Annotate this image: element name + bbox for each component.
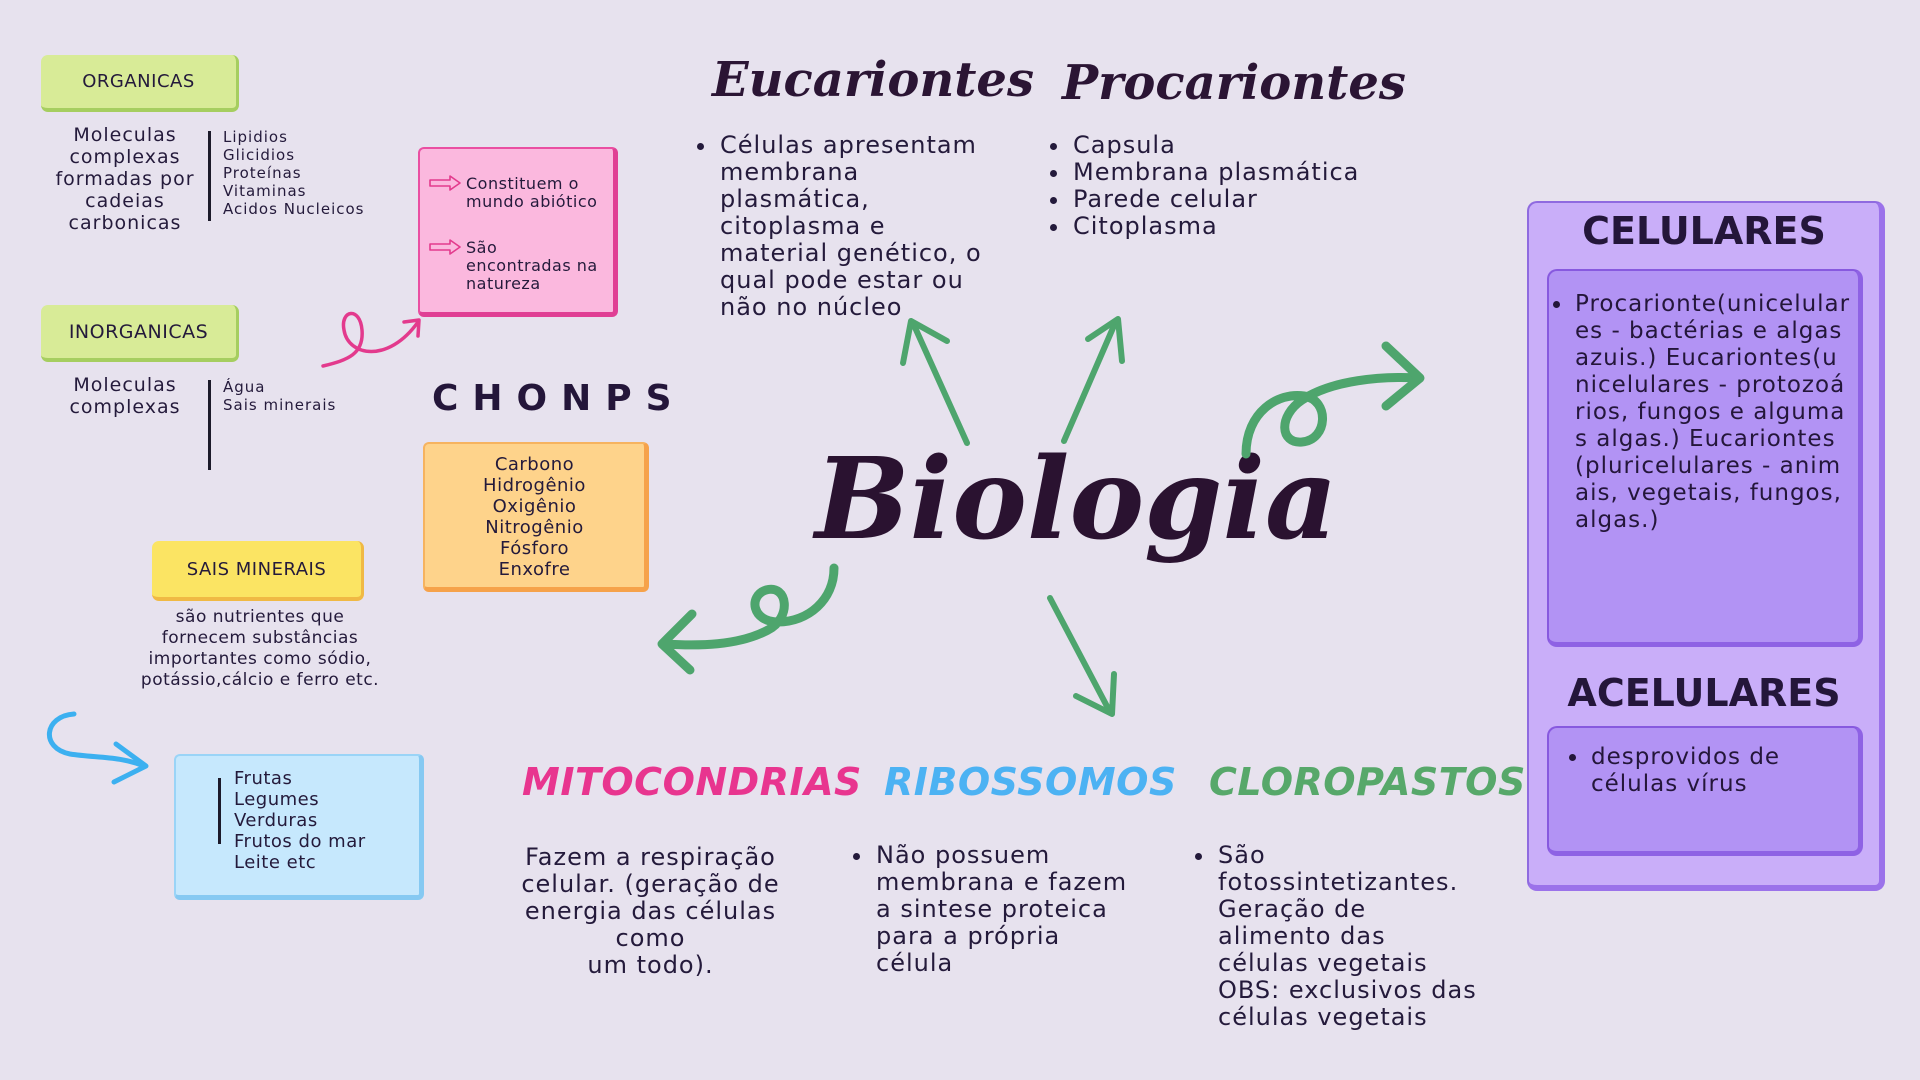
procariontes-bullet: Parede celular: [1071, 186, 1389, 213]
organicas-divider: [208, 131, 211, 221]
organicas-description: Moleculas complexas formadas por cadeias…: [44, 124, 206, 234]
acelulares-bullet: desprovidos de células vírus: [1589, 744, 1847, 798]
arrow-up-left-icon: [900, 318, 970, 446]
ribossomos-title: RIBOSSOMOS: [884, 760, 1177, 804]
acelulares-text: desprovidos de células vírus: [1567, 744, 1847, 798]
organicas-desc-line: cadeias: [85, 190, 165, 212]
pink-note-line: Constituem o: [466, 174, 579, 193]
inorganicas-item: Sais minerais: [223, 396, 337, 414]
eucariontes-title: Eucariontes: [712, 52, 1034, 108]
sais-minerais-label-text: SAIS MINERAIS: [186, 558, 327, 580]
chonps-item: Carbono: [494, 454, 575, 475]
procariontes-text: Capsula Membrana plasmática Parede celul…: [1049, 132, 1389, 240]
cloroplastos-title: CLOROPASTOS: [1209, 760, 1526, 804]
chonps-item: Enxofre: [498, 559, 571, 580]
mitocondrias-line: um todo).: [587, 951, 714, 979]
foods-item: Legumes: [234, 789, 320, 810]
sais-minerais-description: são nutrientes que fornecem substâncias …: [110, 607, 410, 691]
mitocondrias-line: energia das células como: [524, 897, 777, 952]
foods-item: Frutos do mar: [234, 831, 366, 852]
foods-box: Frutas Legumes Verduras Frutos do mar Le…: [174, 754, 424, 900]
procariontes-bullet: Capsula: [1071, 132, 1389, 159]
chonps-item: Nitrogênio: [485, 517, 584, 538]
mitocondrias-line: Fazem a respiração: [525, 843, 776, 871]
organicas-item: Vitaminas: [223, 182, 307, 200]
chonps-item: Fósforo: [500, 538, 569, 559]
pink-note-box: Constituem o mundo abiótico São encontra…: [418, 147, 618, 317]
eucariontes-text: Células apresentam membrana plasmática, …: [696, 132, 996, 321]
chonps-title: CHONPS: [432, 378, 686, 419]
mitocondrias-title: MITOCONDRIAS: [522, 760, 862, 804]
sais-minerais-desc-line: fornecem substâncias: [161, 628, 359, 648]
organicas-item: Glicidios: [223, 146, 296, 164]
organicas-label-text: ORGANICAS: [82, 71, 195, 92]
right-panel: CELULARES Procarionte(unicelulares - bac…: [1527, 201, 1885, 891]
procariontes-bullet: Citoplasma: [1071, 213, 1389, 240]
organicas-desc-line: Moleculas: [73, 124, 177, 146]
mitocondrias-line: celular. (geração de: [521, 870, 780, 898]
chonps-items: Carbono Hidrogênio Oxigênio Nitrogênio F…: [425, 454, 644, 580]
pink-note-item: São encontradas na natureza: [428, 239, 598, 293]
pink-note-line: mundo abiótico: [466, 192, 598, 211]
sais-minerais-desc-line: são nutrientes que: [175, 607, 345, 627]
ribossomos-text: Não possuem membrana e fazem a sintese p…: [852, 842, 1142, 977]
curly-arrow-pink-icon: [321, 311, 421, 368]
organicas-item: Lipidios: [223, 128, 288, 146]
celulares-box: Procarionte(unicelulares - bactérias e a…: [1547, 269, 1863, 647]
organicas-items: Lipidios Glicidios Proteínas Vitaminas A…: [223, 128, 364, 218]
celulares-bullet: Procarionte(unicelulares - bactérias e a…: [1573, 291, 1853, 534]
ribossomos-bullet: Não possuem membrana e fazem a sintese p…: [874, 842, 1142, 977]
inorganicas-label-text: INORGANICAS: [68, 320, 209, 343]
inorganicas-divider: [208, 380, 211, 470]
pink-note-line: natureza: [466, 274, 541, 293]
eucariontes-bullet: Células apresentam membrana plasmática, …: [718, 132, 996, 321]
sais-minerais-desc-line: importantes como sódio,: [148, 649, 372, 669]
foods-item: Frutas: [234, 768, 293, 789]
pink-note-line: São: [466, 238, 498, 257]
inorganicas-desc-line: complexas: [69, 396, 181, 418]
organicas-item: Proteínas: [223, 164, 302, 182]
foods-item: Leite etc: [234, 852, 317, 873]
organicas-label: ORGANICAS: [41, 55, 239, 112]
right-arrow-icon: [429, 175, 461, 191]
foods-item: Verduras: [234, 810, 318, 831]
foods-items: Frutas Legumes Verduras Frutos do mar Le…: [234, 768, 366, 873]
inorganicas-description: Moleculas complexas: [44, 374, 206, 418]
arrow-down-right-icon: [1047, 595, 1117, 717]
acelulares-title: ACELULARES: [1567, 671, 1841, 715]
curved-arrow-blue-icon: [47, 711, 149, 785]
inorganicas-label: INORGANICAS: [41, 305, 239, 362]
curly-arrow-right-icon: [1241, 341, 1425, 459]
inorganicas-desc-line: Moleculas: [73, 374, 177, 396]
chonps-box: Carbono Hidrogênio Oxigênio Nitrogênio F…: [423, 442, 649, 592]
acelulares-box: desprovidos de células vírus: [1547, 726, 1863, 856]
arrow-up-right-icon: [1061, 316, 1125, 444]
main-title: Biologia: [815, 434, 1338, 565]
organicas-item: Acidos Nucleicos: [223, 200, 365, 218]
celulares-text: Procarionte(unicelulares - bactérias e a…: [1551, 291, 1853, 534]
inorganicas-item: Água: [223, 378, 266, 396]
chonps-item: Oxigênio: [492, 496, 577, 517]
cloroplastos-bullet: São fotossintetizantes. Geração de alime…: [1216, 842, 1484, 1031]
organicas-desc-line: carbonicas: [68, 212, 182, 234]
foods-divider: [218, 778, 221, 844]
right-arrow-icon: [429, 239, 461, 255]
mitocondrias-text: Fazem a respiração celular. (geração de …: [488, 844, 813, 979]
procariontes-bullet: Membrana plasmática: [1071, 159, 1389, 186]
inorganicas-items: Água Sais minerais: [223, 378, 336, 414]
organicas-desc-line: complexas: [69, 146, 181, 168]
cloroplastos-text: São fotossintetizantes. Geração de alime…: [1194, 842, 1484, 1031]
organicas-desc-line: formadas por: [55, 168, 195, 190]
pink-note-line: encontradas na: [466, 256, 598, 275]
sais-minerais-label: SAIS MINERAIS: [152, 541, 364, 601]
curly-arrow-left-icon: [657, 563, 839, 675]
procariontes-title: Procariontes: [1062, 55, 1406, 111]
chonps-item: Hidrogênio: [483, 475, 586, 496]
celulares-title: CELULARES: [1582, 209, 1826, 253]
sais-minerais-desc-line: potássio,cálcio e ferro etc.: [140, 670, 380, 690]
pink-note-item: Constituem o mundo abiótico: [428, 175, 597, 211]
